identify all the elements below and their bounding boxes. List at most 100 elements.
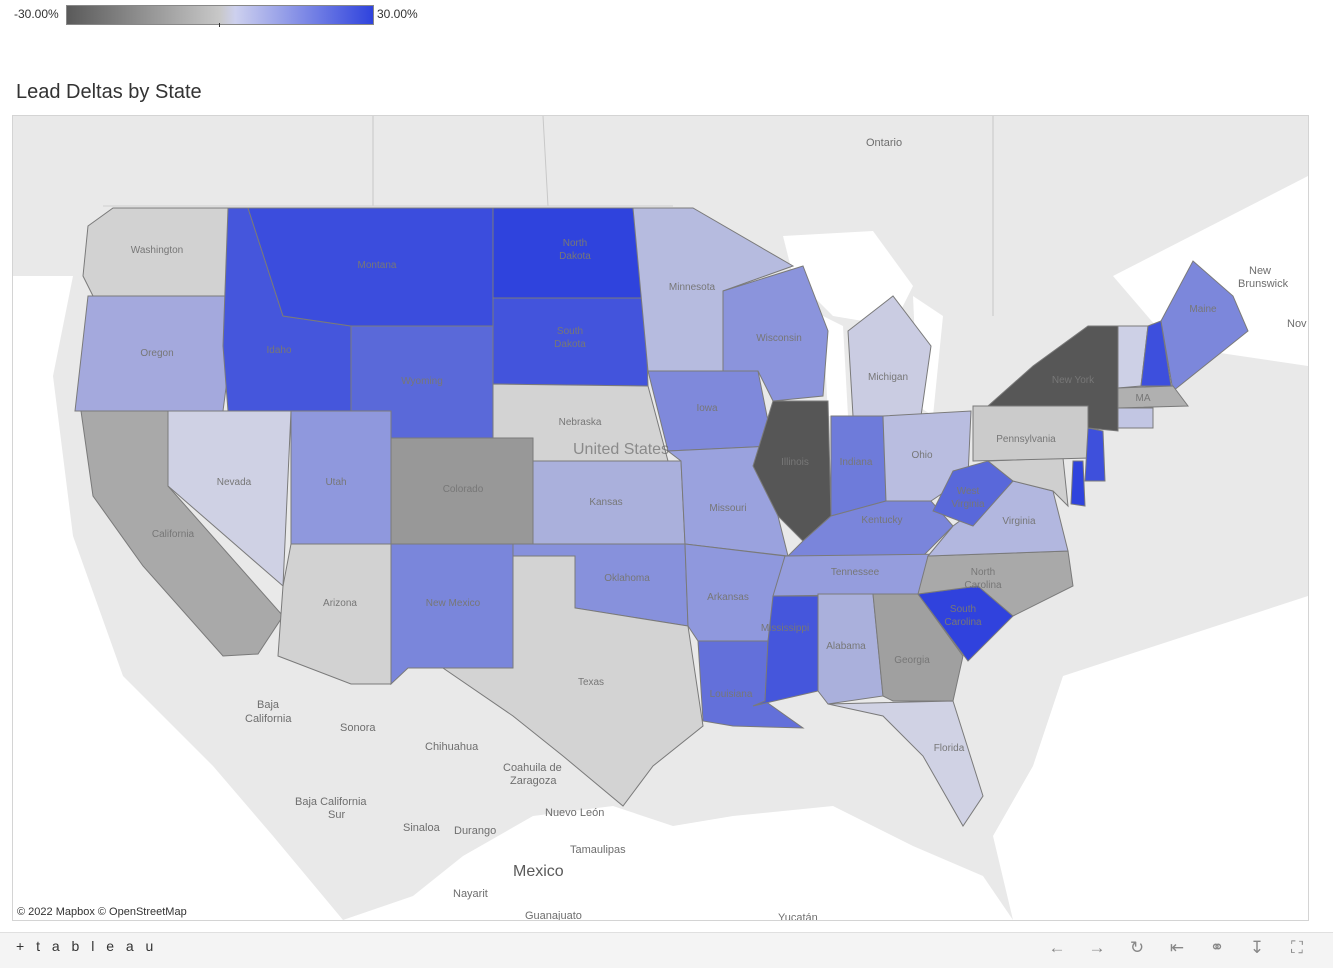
- label-guanajuato: Guanajuato: [525, 910, 582, 920]
- state-label-michigan: Michigan: [868, 372, 908, 383]
- state-label-arkansas: Arkansas: [707, 592, 749, 603]
- state-label-minnesota: Minnesota: [669, 282, 716, 293]
- state-label-south-dakota: South: [557, 326, 583, 337]
- lake-superior: [783, 231, 913, 326]
- border-line: [542, 116, 549, 207]
- map-attribution[interactable]: © 2022 Mapbox © OpenStreetMap: [17, 906, 187, 918]
- label-new-brunswick-2: Brunswick: [1238, 278, 1289, 290]
- state-alabama[interactable]: [817, 593, 884, 705]
- label-sinaloa: Sinaloa: [403, 822, 441, 834]
- state-label-wisconsin: Wisconsin: [756, 333, 802, 344]
- label-united-states: United States: [573, 441, 669, 458]
- label-chihuahua: Chihuahua: [425, 741, 479, 753]
- label-nova-scotia: Nov: [1287, 318, 1307, 330]
- state-label-missouri: Missouri: [709, 503, 746, 514]
- state-label-kentucky: Kentucky: [861, 515, 902, 526]
- label-baja-california: Baja: [257, 699, 280, 711]
- label-mexico: Mexico: [513, 863, 564, 880]
- state-label-new-mexico: New Mexico: [426, 598, 481, 609]
- label-coahuila: Coahuila de: [503, 762, 562, 774]
- state-label-north-carolina: North: [971, 567, 995, 578]
- state-label-west-virginia: West: [957, 486, 980, 497]
- state-label-nevada: Nevada: [217, 477, 252, 488]
- gulf-of-st-lawrence: [1113, 176, 1308, 366]
- state-label-maine: Maine: [1189, 304, 1217, 315]
- state-wisconsin[interactable]: [722, 265, 829, 402]
- state-label-west-virginia-2: Virginia: [951, 499, 985, 510]
- state-label-florida: Florida: [934, 743, 965, 754]
- state-label-south-carolina-2: Carolina: [944, 617, 982, 628]
- label-baja-california-2: California: [245, 713, 292, 725]
- state-label-indiana: Indiana: [840, 457, 873, 468]
- label-nuevo-leon: Nuevo León: [545, 807, 604, 819]
- tableau-toolbar: + t a b l e a u ← → ↻ ⇤ ⚭ ↧ ⛶: [0, 932, 1333, 968]
- label-sonora: Sonora: [340, 722, 376, 734]
- state-label-illinois: Illinois: [781, 457, 809, 468]
- state-label-mississippi: Mississippi: [761, 623, 809, 634]
- state-label-kansas: Kansas: [589, 497, 622, 508]
- gulf-of-mexico: [343, 806, 1013, 920]
- lake-michigan: [823, 316, 848, 416]
- label-durango: Durango: [454, 825, 496, 837]
- state-label-georgia: Georgia: [894, 655, 930, 666]
- state-label-massachusetts: MA: [1136, 393, 1151, 404]
- label-ontario: Ontario: [866, 137, 902, 149]
- state-label-california: California: [152, 529, 195, 540]
- state-label-tennessee: Tennessee: [831, 567, 880, 578]
- state-label-virginia: Virginia: [1002, 516, 1036, 527]
- state-michigan[interactable]: [847, 295, 932, 417]
- redo-icon[interactable]: →: [1088, 938, 1106, 957]
- dashboard-title: Lead Deltas by State: [16, 81, 202, 103]
- state-label-louisiana: Louisiana: [710, 689, 753, 700]
- download-icon[interactable]: ↧: [1249, 938, 1265, 957]
- state-label-north-dakota-2: Dakota: [559, 251, 591, 262]
- state-label-south-carolina: South: [950, 604, 976, 615]
- state-label-north-dakota: North: [563, 238, 587, 249]
- state-labels: Washington Oregon California Nevada Idah…: [131, 238, 1217, 754]
- label-baja-california-sur: Baja California: [295, 796, 367, 808]
- state-label-oregon: Oregon: [140, 348, 173, 359]
- state-maine[interactable]: [1160, 260, 1249, 392]
- undo-icon[interactable]: ←: [1048, 938, 1066, 957]
- state-florida[interactable]: [827, 700, 984, 827]
- state-label-utah: Utah: [325, 477, 346, 488]
- state-label-oklahoma: Oklahoma: [604, 573, 650, 584]
- legend-max-label: 30.00%: [377, 7, 418, 21]
- state-label-iowa: Iowa: [696, 403, 718, 414]
- state-new-jersey[interactable]: [1084, 427, 1106, 482]
- state-massachusetts[interactable]: [1117, 385, 1189, 409]
- state-west-virginia[interactable]: [932, 460, 1014, 527]
- state-label-new-york: New York: [1052, 375, 1095, 386]
- state-label-texas: Texas: [578, 677, 604, 688]
- state-label-arizona: Arizona: [323, 598, 357, 609]
- state-connecticut[interactable]: [1117, 407, 1154, 429]
- label-tamaulipas: Tamaulipas: [570, 844, 626, 856]
- state-label-colorado: Colorado: [443, 484, 484, 495]
- label-baja-california-sur-2: Sur: [328, 809, 345, 821]
- tableau-logo[interactable]: + t a b l e a u: [16, 938, 158, 954]
- legend-gradient-bar: [66, 5, 374, 25]
- atlantic-ocean: [993, 596, 1308, 920]
- state-label-washington: Washington: [131, 245, 183, 256]
- state-new-mexico[interactable]: [390, 543, 514, 686]
- fullscreen-icon[interactable]: ⛶: [1291, 938, 1303, 957]
- label-nayarit: Nayarit: [453, 888, 488, 900]
- state-label-wyoming: Wyoming: [401, 376, 443, 387]
- state-label-idaho: Idaho: [266, 345, 291, 356]
- pause-icon[interactable]: ⇤: [1169, 938, 1185, 957]
- label-coahuila-2: Zaragoza: [510, 775, 557, 787]
- state-label-north-carolina-2: Carolina: [964, 580, 1002, 591]
- state-texas[interactable]: [441, 555, 704, 807]
- legend-zero-tick: [219, 23, 220, 27]
- state-label-south-dakota-2: Dakota: [554, 339, 586, 350]
- label-yucatan: Yucatán: [778, 912, 818, 920]
- legend-min-label: -30.00%: [14, 7, 59, 21]
- share-icon[interactable]: ⚭: [1209, 938, 1225, 957]
- state-arizona[interactable]: [277, 543, 392, 685]
- state-delaware[interactable]: [1070, 460, 1086, 507]
- choropleth-map[interactable]: Ontario New Brunswick Nov Baja Californi…: [12, 115, 1309, 921]
- label-new-brunswick: New: [1249, 265, 1271, 277]
- state-label-nebraska: Nebraska: [559, 417, 602, 428]
- revert-icon[interactable]: ↻: [1129, 938, 1145, 957]
- state-label-ohio: Ohio: [911, 450, 933, 461]
